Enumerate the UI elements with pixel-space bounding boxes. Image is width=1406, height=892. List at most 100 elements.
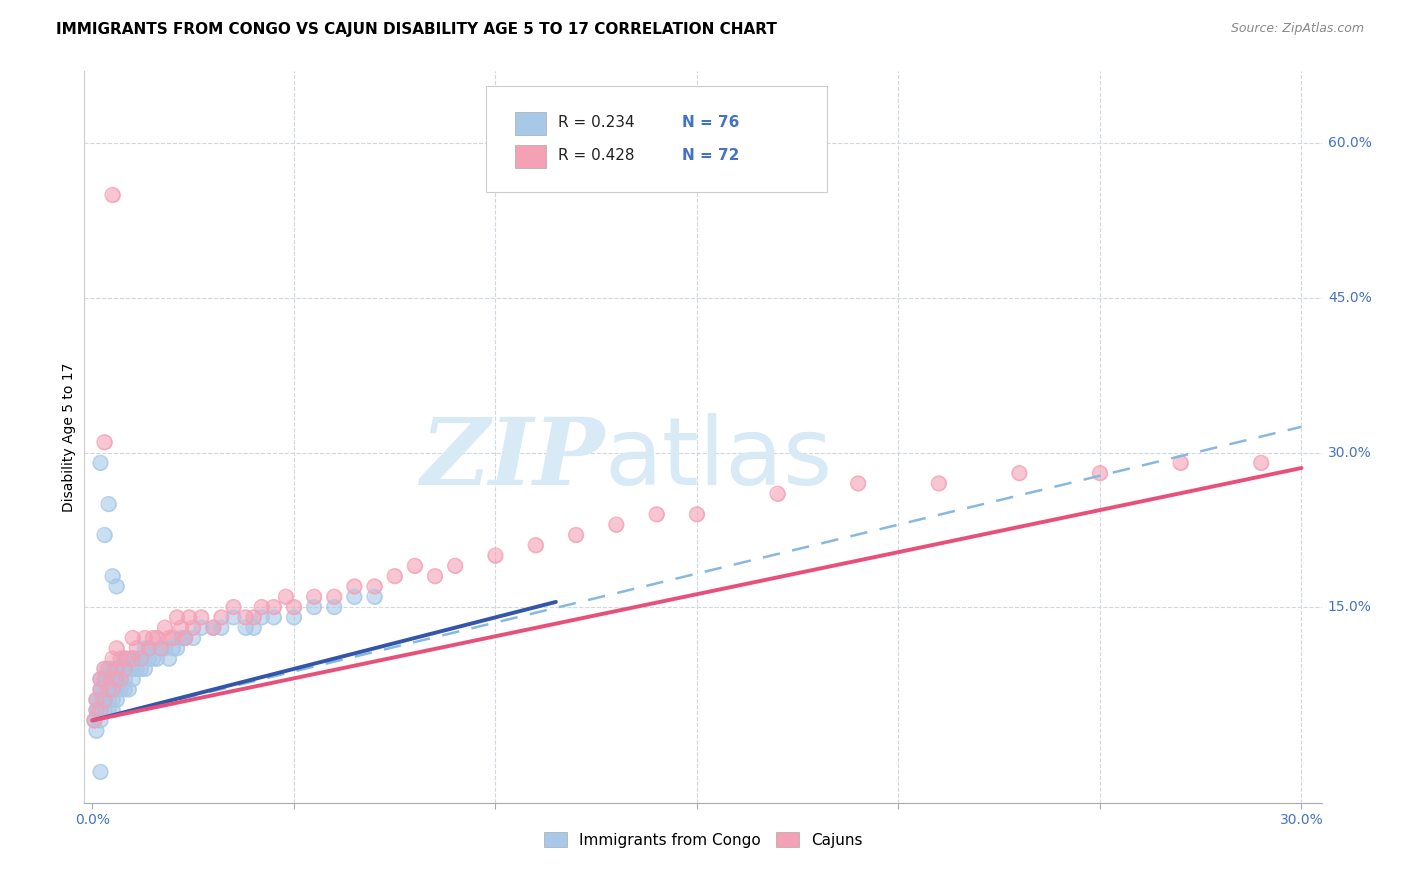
Point — [166, 610, 188, 624]
Point — [89, 672, 111, 686]
Point — [250, 600, 273, 615]
Point — [105, 693, 128, 707]
Point — [101, 682, 124, 697]
Point — [190, 621, 212, 635]
Point — [170, 631, 193, 645]
Point — [93, 693, 115, 707]
Point — [105, 672, 128, 686]
Point — [89, 672, 111, 686]
Point — [565, 528, 588, 542]
Point — [89, 672, 111, 686]
Point — [105, 579, 128, 593]
Text: Source: ZipAtlas.com: Source: ZipAtlas.com — [1230, 22, 1364, 36]
Point — [114, 682, 136, 697]
Point — [101, 682, 124, 697]
Point — [129, 651, 152, 665]
Point — [222, 600, 245, 615]
Point — [97, 682, 120, 697]
Point — [242, 621, 264, 635]
Point — [86, 703, 108, 717]
Text: 15.0%: 15.0% — [1327, 600, 1372, 614]
Point — [283, 600, 305, 615]
Point — [110, 662, 132, 676]
Point — [125, 641, 148, 656]
Point — [323, 590, 346, 604]
Point — [93, 693, 115, 707]
Point — [118, 651, 141, 665]
Point — [343, 590, 366, 604]
Point — [302, 590, 325, 604]
Point — [142, 631, 165, 645]
Text: N = 76: N = 76 — [682, 115, 740, 130]
Point — [121, 672, 143, 686]
Point — [129, 651, 152, 665]
Point — [118, 662, 141, 676]
Point — [235, 621, 257, 635]
Point — [138, 651, 160, 665]
Text: atlas: atlas — [605, 413, 832, 505]
Point — [101, 703, 124, 717]
Point — [97, 662, 120, 676]
Point — [89, 714, 111, 728]
Point — [105, 662, 128, 676]
Point — [125, 662, 148, 676]
Point — [323, 600, 346, 615]
Point — [202, 621, 225, 635]
Point — [97, 672, 120, 686]
Point — [121, 651, 143, 665]
Point — [101, 662, 124, 676]
Point — [162, 631, 184, 645]
Point — [121, 662, 143, 676]
Point — [202, 621, 225, 635]
Point — [1008, 466, 1031, 480]
Point — [105, 641, 128, 656]
Point — [101, 693, 124, 707]
Legend: Immigrants from Congo, Cajuns: Immigrants from Congo, Cajuns — [537, 825, 869, 854]
Point — [110, 672, 132, 686]
Point — [93, 435, 115, 450]
Point — [97, 662, 120, 676]
Point — [97, 497, 120, 511]
Point — [170, 621, 193, 635]
Point — [222, 610, 245, 624]
Point — [444, 558, 467, 573]
Point — [149, 641, 172, 656]
Point — [444, 558, 467, 573]
Point — [1008, 466, 1031, 480]
Text: N = 72: N = 72 — [682, 148, 740, 163]
Point — [1088, 466, 1111, 480]
Point — [93, 662, 115, 676]
Point — [101, 651, 124, 665]
Point — [101, 651, 124, 665]
Point — [686, 508, 709, 522]
Point — [86, 703, 108, 717]
Text: R = 0.234: R = 0.234 — [558, 115, 636, 130]
Point — [174, 631, 197, 645]
Point — [423, 569, 446, 583]
Point — [263, 600, 285, 615]
Point — [93, 672, 115, 686]
Point — [110, 651, 132, 665]
Text: 30.0%: 30.0% — [1327, 445, 1372, 459]
Point — [134, 641, 156, 656]
Point — [105, 672, 128, 686]
Point — [114, 651, 136, 665]
Point — [302, 590, 325, 604]
Point — [83, 714, 105, 728]
Point — [363, 590, 385, 604]
Point — [209, 621, 232, 635]
Point — [110, 672, 132, 686]
Text: IMMIGRANTS FROM CONGO VS CAJUN DISABILITY AGE 5 TO 17 CORRELATION CHART: IMMIGRANTS FROM CONGO VS CAJUN DISABILIT… — [56, 22, 778, 37]
Point — [83, 714, 105, 728]
Point — [235, 621, 257, 635]
Point — [121, 672, 143, 686]
Point — [101, 682, 124, 697]
Point — [645, 508, 668, 522]
Point — [105, 579, 128, 593]
Point — [93, 435, 115, 450]
Point — [93, 693, 115, 707]
Point — [114, 672, 136, 686]
Point — [86, 693, 108, 707]
Point — [129, 662, 152, 676]
Point — [302, 600, 325, 615]
